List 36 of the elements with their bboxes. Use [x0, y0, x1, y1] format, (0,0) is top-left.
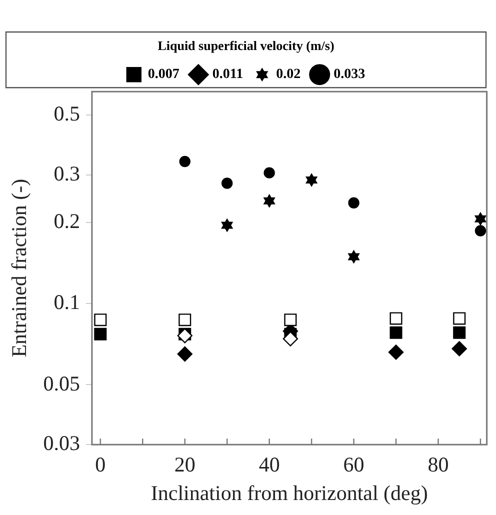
x-axis-title: Inclination from horizontal (deg) — [150, 480, 428, 505]
point — [264, 167, 275, 178]
point — [284, 314, 297, 326]
legend-label: 0.011 — [212, 67, 244, 82]
x-tick-label: 40 — [258, 452, 280, 477]
point — [178, 314, 192, 326]
point — [390, 326, 402, 339]
point — [94, 328, 107, 340]
point — [453, 326, 466, 339]
point — [282, 331, 298, 346]
y-tick-label: 0.3 — [54, 161, 80, 186]
point — [452, 341, 467, 356]
legend-label: 0.007 — [148, 67, 180, 82]
legend-label: 0.033 — [334, 67, 366, 82]
x-tick-label: 80 — [428, 452, 449, 477]
y-tick-label: 0.05 — [43, 371, 80, 396]
x-tick-label: 20 — [174, 452, 196, 477]
point — [179, 156, 190, 168]
legend-label: 0.02 — [276, 67, 301, 82]
point — [388, 344, 404, 360]
y-tick-label: 0.5 — [54, 101, 80, 126]
x-tick-label: 0 — [95, 452, 106, 477]
point — [474, 225, 486, 236]
y-tick-label: 0.1 — [54, 290, 80, 314]
point — [177, 328, 192, 344]
legend-title: Liquid superficial velocity (m/s) — [158, 38, 334, 53]
point — [94, 314, 107, 326]
point — [348, 197, 360, 208]
x-tick-label: 60 — [343, 452, 364, 477]
y-axis-title: Entrained fraction (-) — [7, 178, 32, 358]
y-tick-label: 0.2 — [54, 208, 80, 233]
point — [390, 312, 402, 325]
point — [453, 312, 466, 325]
point — [221, 178, 233, 189]
point — [177, 346, 192, 362]
y-tick-label: 0.03 — [43, 431, 80, 456]
